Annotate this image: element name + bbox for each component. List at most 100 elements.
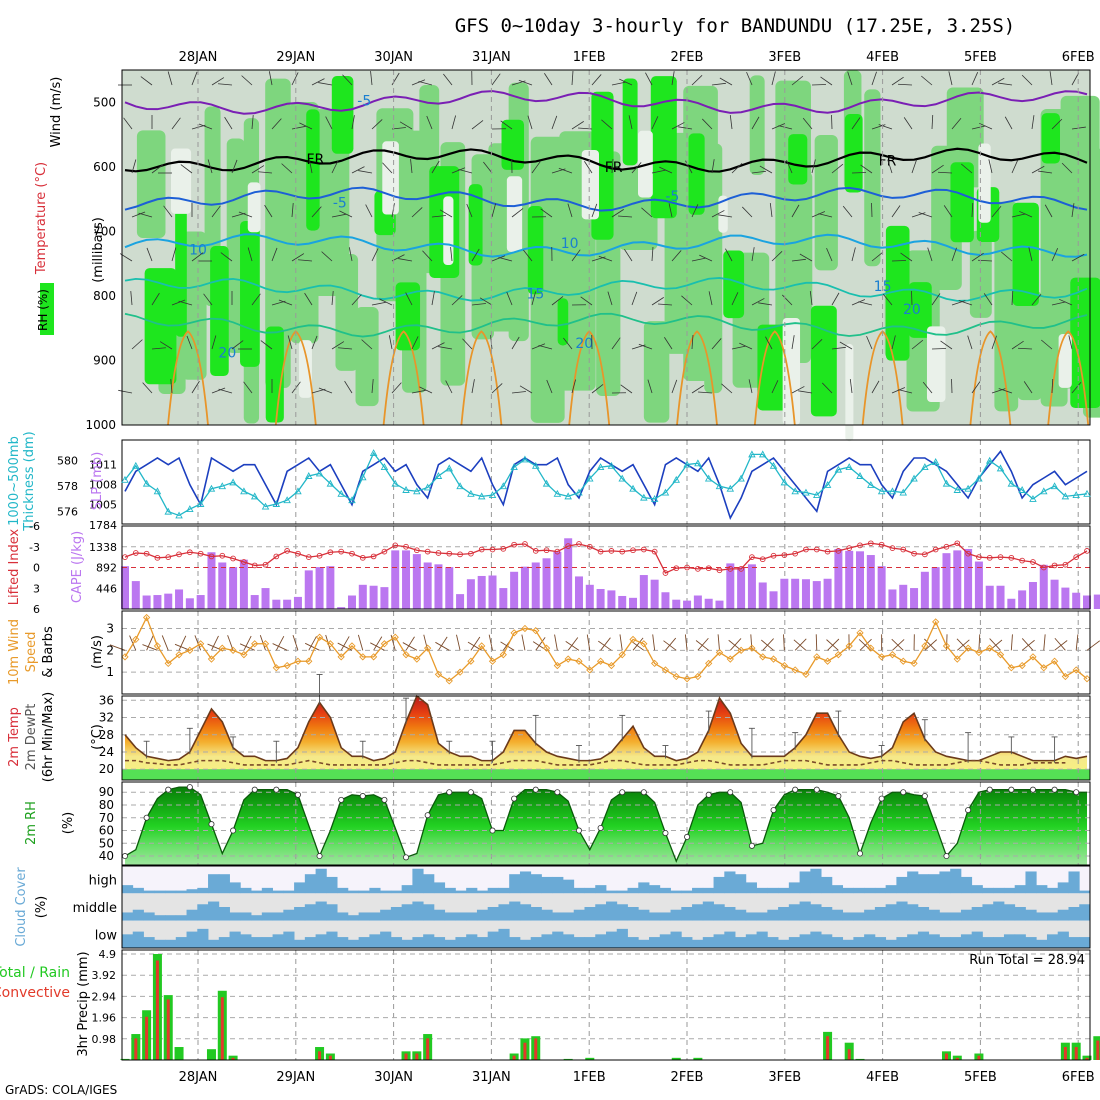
- wind-barb: [978, 634, 981, 651]
- wind-barb: [651, 116, 659, 130]
- isotherm-label: 20: [218, 346, 236, 362]
- cloud-bar: [692, 887, 704, 894]
- cloud-bar: [681, 937, 693, 948]
- cloud-bar: [423, 934, 435, 948]
- rh-marker: [1029, 786, 1036, 793]
- cloud-bar: [874, 907, 887, 921]
- cape-bar: [607, 590, 616, 609]
- thickness-marker: [434, 472, 443, 479]
- wind-speed-marker: [791, 666, 799, 674]
- wind-barb: [390, 634, 396, 651]
- cloud-bar: [1057, 931, 1069, 948]
- precip-total-bar: [855, 1058, 865, 1060]
- cloud-bar: [326, 931, 338, 948]
- wind-barb: [178, 300, 193, 306]
- rh-dry-fill: [506, 176, 523, 252]
- cloud-bar: [1046, 887, 1059, 894]
- cape-bar: [466, 579, 475, 609]
- cloud-bar: [960, 876, 973, 894]
- wind-barb: [321, 251, 333, 262]
- wind-barb: [264, 204, 273, 218]
- axis-label: Lifted Index: [7, 528, 22, 605]
- wind-barb: [438, 346, 453, 350]
- wind-barb: [423, 634, 429, 651]
- wind-barb: [718, 214, 733, 218]
- li-marker: [846, 545, 853, 551]
- li-marker: [468, 550, 474, 557]
- wind-barb: [443, 73, 453, 86]
- cape-bar: [326, 566, 335, 609]
- thickness-marker: [348, 496, 356, 504]
- rh-dry-fill: [443, 196, 454, 266]
- rh-marker: [230, 827, 237, 834]
- wind-barb: [431, 342, 445, 350]
- wind-barb: [211, 635, 219, 651]
- axis-label: 2m RH: [24, 801, 39, 845]
- wind-barb: [921, 75, 933, 86]
- panel-frame: [121, 865, 1091, 949]
- temp-tick-label: 28: [99, 728, 114, 742]
- precip-conv-bar: [318, 1051, 322, 1060]
- cloud-bar: [584, 937, 596, 948]
- panel-temp: 20 24 28 32 36 2m Temp 2m DewPt (6hr Min/Max) (°…: [7, 674, 1091, 782]
- cloud-bar: [466, 934, 478, 948]
- wind-barb: [611, 337, 621, 350]
- li-marker: [900, 546, 907, 553]
- wind-barb: [1071, 203, 1075, 218]
- wind-barb: [1031, 165, 1045, 174]
- precip-conv-bar: [944, 1053, 948, 1060]
- cloud-bar: [864, 887, 876, 894]
- wind-barb: [620, 384, 633, 394]
- cloud-bar: [595, 885, 607, 894]
- wind-barb: [361, 339, 373, 350]
- wind-barb: [224, 116, 233, 130]
- rh-high-fill: [650, 76, 677, 219]
- axis-label: (%): [61, 812, 76, 835]
- cloud-row-label: high: [89, 874, 117, 889]
- wind-barb: [931, 293, 941, 306]
- cloud-bar: [638, 882, 650, 894]
- cape-bar: [683, 600, 692, 609]
- wind-barb: [405, 636, 415, 651]
- wind-barb: [668, 203, 673, 218]
- li-marker: [392, 542, 399, 549]
- wind-barb: [708, 291, 713, 306]
- wind-barb: [431, 160, 440, 174]
- rh-contour-fill: [749, 75, 765, 175]
- wind-barb: [900, 252, 913, 262]
- cape-bar: [661, 592, 670, 609]
- cape-bar: [650, 579, 659, 609]
- wind-barb: [298, 259, 313, 262]
- rh-high-fill: [950, 162, 974, 243]
- cape-bar: [337, 607, 346, 609]
- li-marker: [922, 551, 928, 558]
- wind-barb: [563, 337, 573, 350]
- cape-bar: [196, 595, 205, 609]
- cape-bar: [629, 597, 638, 609]
- cloud-bar: [864, 934, 876, 948]
- li-marker: [338, 548, 345, 555]
- wind-barb: [892, 639, 905, 651]
- wind-barb: [951, 247, 957, 262]
- thickness-marker: [337, 489, 345, 497]
- cloud-bar: [304, 937, 316, 948]
- wind-barb: [238, 211, 253, 218]
- cloud-bar: [670, 931, 682, 948]
- thickness-marker: [186, 505, 194, 513]
- wind-barb: [631, 162, 642, 174]
- isotherm-line: [124, 90, 1088, 115]
- wind-speed-marker: [932, 618, 940, 626]
- axis-label: (m/s): [90, 635, 105, 669]
- cloud-bar: [939, 912, 951, 921]
- wind-barb: [711, 82, 726, 86]
- wind-barb: [946, 634, 948, 651]
- wind-barb: [918, 212, 933, 218]
- thickness-marker: [661, 488, 670, 496]
- wind-barb: [498, 256, 513, 262]
- li-marker: [997, 554, 1004, 560]
- wind-barb: [571, 249, 581, 262]
- precip-tick-label: 2.94: [92, 990, 117, 1003]
- cloud-bar: [1068, 871, 1080, 894]
- rh-high-fill: [468, 184, 483, 266]
- cloud-bar: [670, 909, 682, 921]
